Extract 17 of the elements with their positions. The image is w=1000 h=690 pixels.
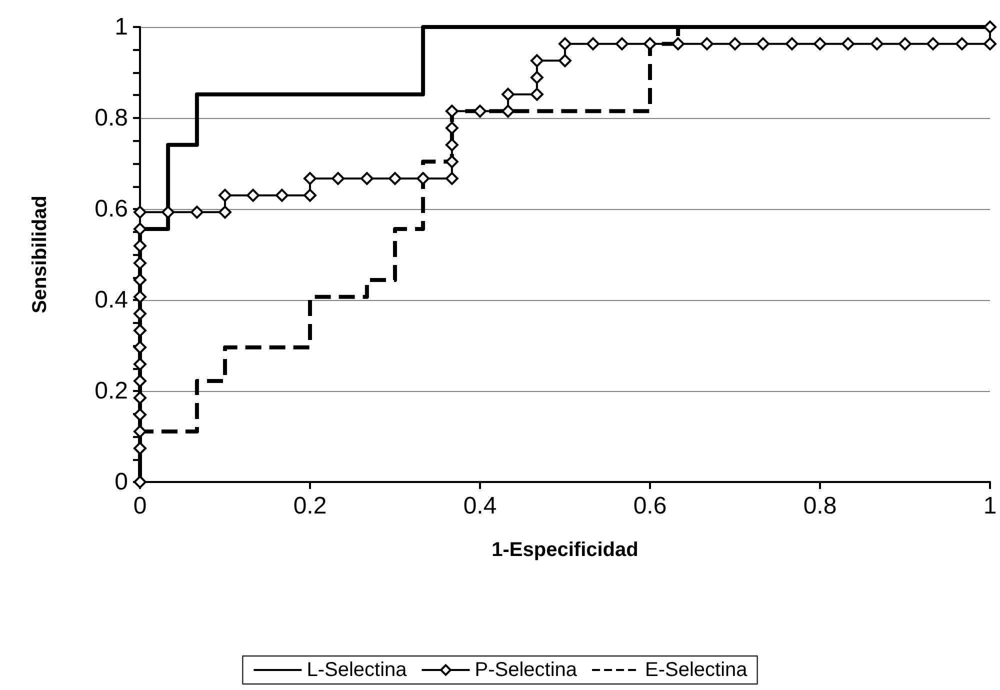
y-tick-label: 1 — [114, 14, 128, 40]
y-tick-label: 0.4 — [94, 286, 128, 314]
x-tick-label: 0.4 — [463, 492, 497, 520]
y-tick-label: 0.8 — [94, 104, 128, 132]
x-tick-label: 1 — [983, 492, 997, 520]
legend-label: E-Selectina — [645, 659, 748, 681]
y-tick-label: 0 — [114, 468, 128, 496]
x-tick-label: 0.6 — [633, 492, 667, 520]
x-tick-label: 0 — [133, 492, 147, 520]
y-axis-title: Sensibilidad — [29, 196, 51, 314]
x-tick-label: 0.2 — [293, 492, 327, 520]
y-tick-label: 0.6 — [94, 196, 128, 222]
legend-label: P-Selectina — [474, 659, 578, 681]
legend-label: L-Selectina — [306, 659, 408, 681]
x-tick-label: 0.8 — [803, 492, 837, 520]
y-tick-label: 0.2 — [94, 378, 128, 404]
x-axis-title: 1-Especificidad — [492, 539, 638, 561]
